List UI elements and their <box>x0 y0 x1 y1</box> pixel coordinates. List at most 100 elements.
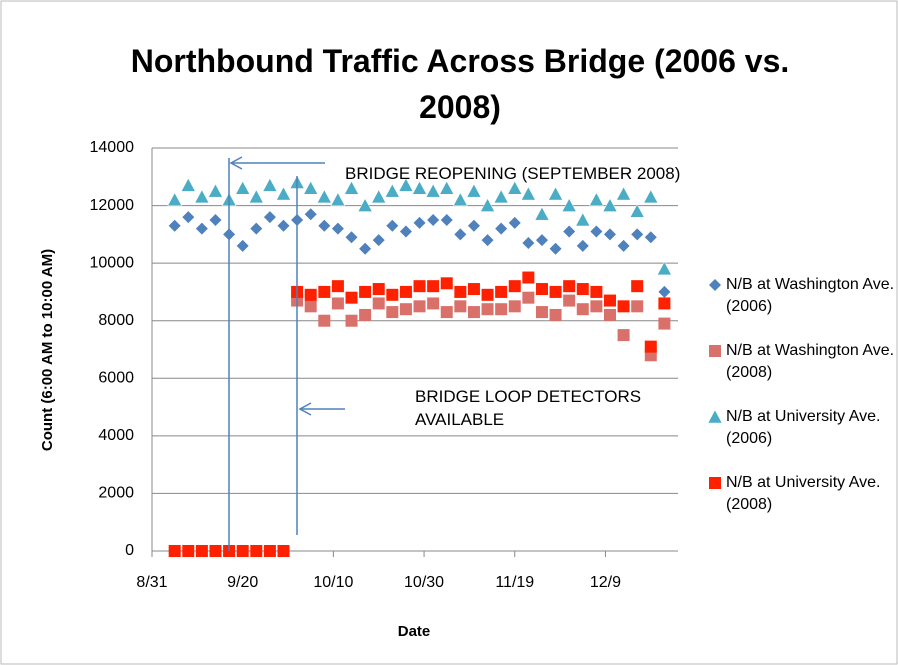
point <box>168 219 181 232</box>
point <box>440 213 453 226</box>
x-tick-label: 11/19 <box>495 574 534 591</box>
x-tick-label: 9/20 <box>227 574 258 591</box>
x-axis-label: Date <box>398 623 431 640</box>
point <box>209 545 222 557</box>
point <box>331 297 344 310</box>
point <box>575 212 591 227</box>
point <box>535 234 548 247</box>
legend-label: N/B at Washington Ave. (2008) <box>726 342 895 381</box>
point <box>629 203 645 218</box>
point <box>304 208 317 221</box>
point <box>194 189 210 204</box>
point <box>180 177 196 192</box>
point <box>372 283 385 296</box>
point <box>507 180 523 195</box>
point <box>590 300 603 313</box>
point <box>277 545 290 557</box>
point <box>563 225 576 238</box>
point <box>413 216 426 229</box>
point <box>549 242 562 255</box>
point <box>345 231 358 244</box>
y-tick-label: 2000 <box>98 485 134 502</box>
point <box>495 303 508 316</box>
point <box>412 180 427 195</box>
point <box>522 271 535 284</box>
point <box>344 180 359 195</box>
point <box>262 177 278 192</box>
point <box>549 308 562 321</box>
point <box>427 297 440 310</box>
y-tick-label: 14000 <box>90 139 135 156</box>
point <box>561 198 577 212</box>
point <box>495 285 508 298</box>
point <box>576 239 589 252</box>
point <box>277 219 290 232</box>
point <box>236 545 249 557</box>
point <box>493 189 509 204</box>
point <box>318 285 331 298</box>
point <box>425 183 441 198</box>
legend-marker <box>709 345 721 357</box>
point <box>643 189 659 204</box>
point <box>495 222 508 235</box>
point <box>454 300 467 313</box>
point <box>399 225 412 238</box>
point <box>563 280 576 293</box>
point <box>371 189 387 204</box>
y-axis-label: Count (6:00 AM to 10:00 AM) <box>39 249 56 451</box>
point <box>590 285 603 298</box>
point <box>250 545 263 557</box>
point <box>508 300 521 313</box>
point <box>454 228 467 241</box>
point <box>656 261 672 276</box>
chart-title: Northbound Traffic Across Bridge (2006 v… <box>130 43 790 125</box>
point <box>603 294 616 307</box>
point <box>481 288 494 301</box>
y-tick-label: 0 <box>125 542 134 559</box>
point <box>644 340 657 353</box>
point <box>331 222 344 235</box>
point <box>508 280 521 293</box>
x-tick-label: 10/10 <box>313 574 353 591</box>
point <box>440 277 453 290</box>
annotation-arrows <box>228 156 345 551</box>
point <box>522 291 535 304</box>
point <box>440 306 453 319</box>
point <box>481 303 494 316</box>
point <box>276 186 291 201</box>
point <box>467 219 480 232</box>
annotation: BRIDGE REOPENING (SEPTEMBER 2008) <box>345 164 681 183</box>
x-tick-label: 10/30 <box>404 574 444 591</box>
point <box>658 297 671 310</box>
point <box>304 288 317 301</box>
point <box>304 300 317 313</box>
point <box>399 303 412 316</box>
point <box>602 198 618 212</box>
point <box>168 545 181 557</box>
point <box>563 294 576 307</box>
point <box>208 183 223 198</box>
point <box>466 183 482 198</box>
point <box>549 285 562 298</box>
point <box>345 291 358 304</box>
y-tick-label: 12000 <box>90 197 135 214</box>
point <box>167 192 183 207</box>
point <box>427 280 440 293</box>
point <box>548 186 563 201</box>
y-tick-label: 8000 <box>98 312 134 329</box>
point <box>603 308 616 321</box>
point <box>413 280 426 293</box>
point <box>235 180 251 195</box>
point <box>576 283 589 296</box>
point <box>209 213 222 226</box>
point <box>576 303 589 316</box>
point <box>357 198 373 212</box>
point <box>467 283 480 296</box>
y-tick-label: 6000 <box>98 370 134 387</box>
point <box>439 180 455 195</box>
point <box>372 234 385 247</box>
point <box>182 545 195 557</box>
